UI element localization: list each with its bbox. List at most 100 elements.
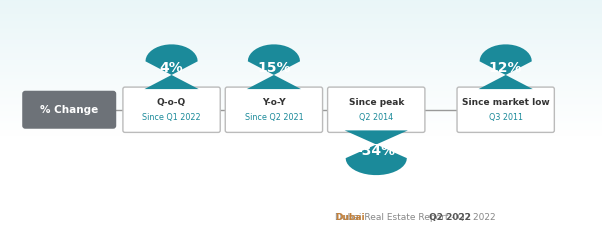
Bar <box>0 62 602 63</box>
Bar <box>0 44 602 45</box>
Text: -34%: -34% <box>357 144 396 158</box>
Bar <box>0 35 602 36</box>
Bar <box>0 50 602 51</box>
Bar <box>0 5 602 6</box>
Bar <box>0 117 602 118</box>
Bar <box>0 37 602 38</box>
Bar <box>0 9 602 10</box>
Bar <box>0 129 602 130</box>
Text: Since market low: Since market low <box>462 98 550 107</box>
Bar <box>0 15 602 16</box>
Bar <box>0 107 602 108</box>
Bar <box>0 1 602 2</box>
Bar <box>0 19 602 20</box>
Polygon shape <box>247 44 301 89</box>
Bar <box>0 36 602 37</box>
Bar <box>0 99 602 100</box>
Bar <box>0 77 602 78</box>
Bar <box>0 128 602 129</box>
Bar <box>0 18 602 19</box>
Bar <box>0 57 602 58</box>
Bar <box>0 6 602 7</box>
Bar <box>0 12 602 13</box>
Bar <box>0 94 602 95</box>
Bar <box>0 54 602 55</box>
Bar <box>0 101 602 102</box>
Bar <box>0 59 602 60</box>
Bar <box>0 133 602 134</box>
Bar <box>0 132 602 133</box>
Bar <box>0 8 602 9</box>
Bar <box>0 123 602 124</box>
Text: Dubai: Dubai <box>335 213 365 222</box>
Bar <box>0 112 602 113</box>
Bar <box>0 4 602 5</box>
Bar <box>0 93 602 94</box>
Bar <box>0 100 602 101</box>
Bar <box>0 130 602 131</box>
FancyBboxPatch shape <box>225 87 323 132</box>
Bar <box>0 102 602 103</box>
Polygon shape <box>479 44 533 89</box>
Bar <box>0 63 602 64</box>
Bar <box>0 34 602 35</box>
Bar <box>0 83 602 84</box>
Bar <box>0 131 602 132</box>
Bar <box>0 81 602 82</box>
Bar <box>0 71 602 72</box>
Bar <box>0 110 602 111</box>
Bar <box>0 74 602 75</box>
Bar <box>0 29 602 30</box>
Bar <box>0 40 602 41</box>
Text: Y-o-Y: Y-o-Y <box>262 98 286 107</box>
Bar <box>0 26 602 27</box>
Bar <box>0 55 602 56</box>
Polygon shape <box>144 44 199 89</box>
Bar <box>0 116 602 117</box>
Bar <box>0 91 602 92</box>
Bar <box>0 11 602 12</box>
Bar <box>0 88 602 89</box>
Bar <box>0 75 602 76</box>
Bar <box>0 119 602 120</box>
Bar <box>0 47 602 48</box>
Bar <box>0 97 602 98</box>
Bar <box>0 51 602 52</box>
Text: 15%: 15% <box>257 61 291 75</box>
Bar <box>0 58 602 59</box>
Bar <box>0 27 602 28</box>
Bar <box>0 52 602 53</box>
Bar <box>0 127 602 128</box>
Text: Q-o-Q: Q-o-Q <box>157 98 186 107</box>
Bar <box>0 103 602 104</box>
Polygon shape <box>344 130 408 175</box>
Bar <box>0 109 602 110</box>
Bar <box>0 16 602 17</box>
Bar <box>0 48 602 49</box>
Bar <box>0 43 602 44</box>
FancyBboxPatch shape <box>457 87 554 132</box>
Text: Q2 2022: Q2 2022 <box>429 213 471 222</box>
Bar <box>0 87 602 88</box>
Bar <box>0 64 602 65</box>
Text: 4%: 4% <box>160 61 184 75</box>
Text: Dubai Real Estate Report - Q2 2022: Dubai Real Estate Report - Q2 2022 <box>335 213 495 222</box>
Bar <box>0 72 602 73</box>
Bar <box>0 111 602 112</box>
Bar <box>0 28 602 29</box>
Bar <box>0 126 602 127</box>
Bar <box>0 89 602 90</box>
Bar <box>0 2 602 3</box>
Bar <box>0 30 602 31</box>
Bar <box>0 106 602 107</box>
Bar <box>0 69 602 70</box>
Text: Q3 2011: Q3 2011 <box>489 113 523 122</box>
Bar <box>0 24 602 25</box>
Bar <box>0 31 602 32</box>
Bar <box>0 60 602 61</box>
Bar <box>0 124 602 125</box>
Bar <box>0 114 602 115</box>
Bar <box>0 23 602 24</box>
Bar <box>0 135 602 136</box>
Bar <box>0 14 602 15</box>
